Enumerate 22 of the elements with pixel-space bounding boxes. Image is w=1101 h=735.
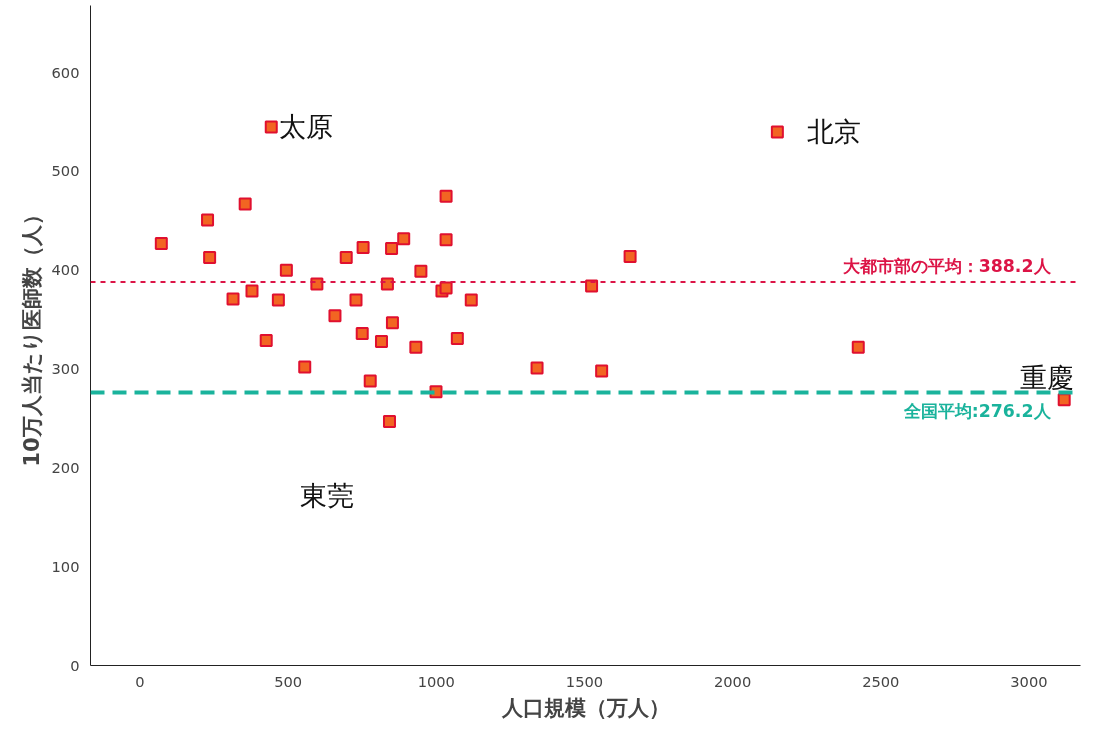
x-tick-label: 3000 (1010, 672, 1048, 690)
y-tick-label: 200 (51, 458, 80, 476)
y-tick-label: 0 (70, 656, 80, 674)
x-tick-label: 500 (274, 672, 303, 690)
x-axis-title: 人口規模（万人） (500, 694, 670, 720)
y-tick-label: 600 (51, 63, 80, 81)
x-tick-label: 0 (135, 672, 145, 690)
y-axis-title: 10万人当たり医師数（人） (18, 204, 44, 467)
y-tick-label: 300 (51, 360, 80, 378)
x-tick-label: 1500 (565, 672, 604, 690)
ref-line-label: 全国平均:276.2人 (902, 400, 1052, 421)
annotation: 太原 (279, 112, 334, 143)
x-tick-label: 2500 (862, 672, 900, 690)
annotation: 東莞 (300, 481, 355, 512)
annotation: 北京 (807, 116, 862, 147)
x-tick-label: 2000 (713, 672, 752, 690)
x-tick-label: 1000 (417, 672, 455, 690)
y-tick-label: 400 (51, 261, 80, 279)
annotation: 重慶 (1020, 362, 1075, 393)
y-tick-label: 500 (51, 162, 80, 180)
ref-line-label: 大都市部の平均：388.2人 (842, 255, 1052, 276)
y-tick-label: 100 (51, 557, 80, 575)
